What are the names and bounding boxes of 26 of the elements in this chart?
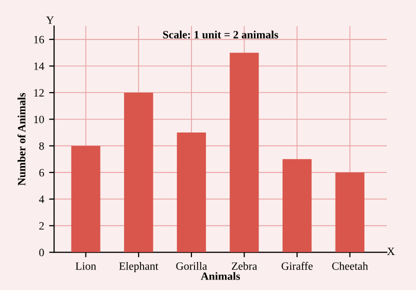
x-tick-label: Giraffe	[282, 262, 313, 270]
x-tick-label: Gorilla	[176, 262, 208, 270]
y-tick-label: 10	[34, 116, 44, 124]
y-tick-label: 2	[39, 222, 44, 230]
bar	[176, 132, 206, 252]
y-tick-label: 8	[39, 142, 44, 150]
bar	[71, 146, 100, 252]
y-tick-label: 12	[34, 89, 44, 96]
y-axis-title: Number of Animals	[18, 92, 26, 186]
x-tick-label: Cheetah	[332, 262, 368, 270]
y-tick-label: 6	[39, 168, 44, 176]
x-tick-label: Elephant	[119, 262, 158, 272]
bar	[124, 92, 154, 252]
bar	[282, 159, 312, 252]
x-axis-title: Animals	[200, 272, 240, 280]
text: Y	[46, 16, 54, 24]
text: X	[387, 248, 395, 255]
y-tick-label: 0	[39, 248, 44, 256]
bar	[230, 52, 259, 252]
x-tick-label: Zebra	[232, 262, 258, 270]
x-tick-label: Lion	[76, 262, 96, 270]
y-tick-label: 14	[34, 62, 44, 70]
chart-title: Scale: 1 unit = 2 animals	[163, 30, 278, 38]
bar	[335, 172, 364, 252]
y-tick-label: 4	[39, 196, 44, 203]
y-tick-label: 16	[34, 36, 44, 44]
